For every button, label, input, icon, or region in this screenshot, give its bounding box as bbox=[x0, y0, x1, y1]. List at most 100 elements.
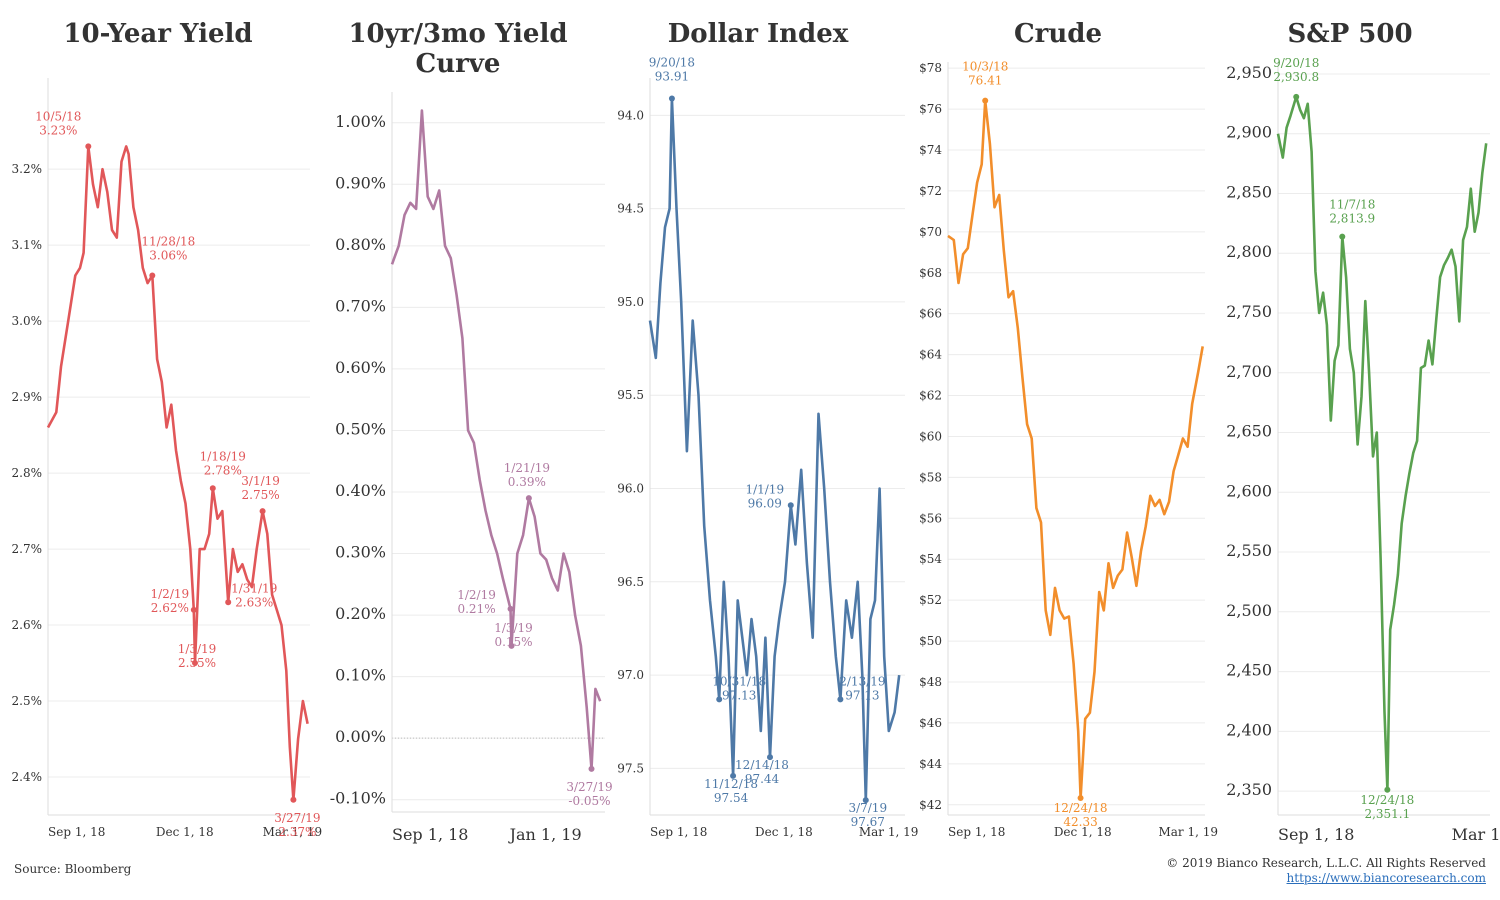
annotation-value: 2.62% bbox=[151, 601, 189, 615]
y-tick-label: $56 bbox=[919, 511, 942, 525]
y-tick-label: $78 bbox=[919, 61, 942, 75]
annotation-date: 12/24/18 bbox=[1054, 801, 1108, 815]
panel-4: Crude $42 $44 $46 $48 $50 $52 $54 $56 $58 $60 $62 $6… bbox=[919, 19, 1218, 839]
y-tick-label: $42 bbox=[919, 798, 942, 812]
y-tick-label: 0.80% bbox=[335, 235, 386, 254]
y-tick-label: 0.30% bbox=[335, 543, 386, 562]
x-tick-label: Mar 1, 19 bbox=[1452, 825, 1500, 844]
x-tick-label: Mar 1, 19 bbox=[263, 825, 323, 839]
annotation-dot bbox=[862, 797, 869, 804]
y-tick-label: $54 bbox=[919, 552, 942, 566]
annotation-date: 1/2/19 bbox=[151, 587, 190, 601]
y-tick-label: $76 bbox=[919, 102, 942, 116]
x-tick-label: Mar 1, 19 bbox=[859, 825, 919, 839]
y-tick-label: 2.7% bbox=[12, 542, 43, 556]
annotation-dot bbox=[1384, 786, 1391, 793]
annotation-dot bbox=[209, 485, 216, 492]
x-tick-label: Dec 1, 18 bbox=[755, 825, 813, 839]
annotation-date: 1/3/19 bbox=[178, 642, 217, 656]
y-tick-label: $46 bbox=[919, 716, 942, 730]
x-tick-label: Sep 1, 18 bbox=[48, 825, 105, 839]
y-tick-label: 94.5 bbox=[617, 202, 644, 216]
annotation-date: 1/21/19 bbox=[504, 461, 550, 475]
y-tick-label: 97.5 bbox=[617, 761, 644, 775]
annotation-date: 1/18/19 bbox=[200, 449, 246, 463]
annotation-date: 3/1/19 bbox=[241, 474, 280, 488]
annotation-dot bbox=[1077, 795, 1084, 802]
annotation-value: 76.41 bbox=[968, 74, 1002, 88]
y-tick-label: $48 bbox=[919, 675, 942, 689]
annotation-date: 9/20/18 bbox=[1273, 56, 1319, 70]
x-tick-label: Sep 1, 18 bbox=[650, 825, 707, 839]
y-tick-label: 0.20% bbox=[335, 604, 386, 623]
y-tick-label: $44 bbox=[919, 757, 942, 771]
y-tick-label: 0.60% bbox=[335, 358, 386, 377]
annotation-dot bbox=[837, 696, 844, 703]
annotation-value: 2.55% bbox=[178, 656, 216, 670]
y-tick-label: 2.6% bbox=[12, 618, 43, 632]
x-tick-label: Mar 1, 19 bbox=[1158, 825, 1218, 839]
annotation-value: 97.44 bbox=[745, 772, 780, 786]
annotation-dot bbox=[290, 796, 297, 803]
y-tick-label: 0.00% bbox=[335, 727, 386, 746]
annotation-date: 10/3/18 bbox=[962, 60, 1008, 74]
annotation-date: 3/27/19 bbox=[566, 780, 612, 794]
y-tick-label: $58 bbox=[919, 470, 942, 484]
y-tick-label: 2,650 bbox=[1226, 422, 1272, 441]
annotation-date: 11/7/18 bbox=[1329, 198, 1375, 212]
annotation-dot bbox=[85, 143, 92, 150]
annotation-date: 3/27/19 bbox=[274, 811, 320, 825]
y-tick-label: 2,950 bbox=[1226, 63, 1272, 82]
y-tick-label: $52 bbox=[919, 593, 942, 607]
y-tick-label: 2,450 bbox=[1226, 661, 1272, 680]
annotation-value: 97.54 bbox=[714, 791, 749, 805]
annotation-value: 0.39% bbox=[508, 475, 546, 489]
y-tick-label: 3.2% bbox=[12, 162, 43, 176]
y-tick-label: 2.5% bbox=[12, 694, 43, 708]
chart-title: Dollar Index bbox=[668, 19, 849, 49]
series-line bbox=[390, 109, 602, 771]
series-line bbox=[947, 99, 1204, 800]
y-tick-label: 95.5 bbox=[617, 388, 644, 402]
chart-title: Curve bbox=[416, 49, 501, 79]
y-tick-label: $50 bbox=[919, 634, 942, 648]
y-tick-label: 2,900 bbox=[1226, 123, 1272, 142]
x-tick-label: Jan 1, 19 bbox=[508, 825, 582, 844]
annotation-value: 0.21% bbox=[457, 602, 495, 616]
x-tick-label: Sep 1, 18 bbox=[392, 825, 468, 844]
y-tick-label: 2,350 bbox=[1226, 780, 1272, 799]
y-tick-label: 2,400 bbox=[1226, 720, 1272, 739]
y-tick-label: 2,700 bbox=[1226, 362, 1272, 381]
annotation-dot bbox=[1293, 93, 1300, 100]
annotation-date: 1/3/19 bbox=[494, 621, 533, 635]
annotation-value: 2.37% bbox=[278, 825, 316, 839]
annotation-date: 9/20/18 bbox=[649, 56, 695, 70]
annotation-dot bbox=[190, 606, 197, 613]
annotation-date: 10/31/18 bbox=[712, 674, 766, 688]
annotation-dot bbox=[767, 754, 773, 761]
annotation-dot bbox=[1339, 233, 1346, 240]
annotation-date: 11/12/18 bbox=[704, 777, 758, 791]
y-tick-label: 97.0 bbox=[617, 668, 644, 682]
annotation-value: 2.75% bbox=[242, 488, 280, 502]
annotation-value: 2,930.8 bbox=[1273, 70, 1319, 84]
y-tick-label: 1.00% bbox=[335, 112, 386, 131]
y-tick-label: 3.1% bbox=[12, 238, 43, 252]
y-tick-label: 2,750 bbox=[1226, 302, 1272, 321]
annotation-date: 1/2/19 bbox=[457, 588, 496, 602]
panel-3: Dollar Index 94.0 94.5 95.0 95.5 96.0 96.5 97.0… bbox=[617, 19, 918, 839]
annotation-dot bbox=[149, 272, 156, 279]
website-link[interactable]: https://www.biancoresearch.com bbox=[1286, 871, 1486, 885]
annotation-value: -0.05% bbox=[568, 794, 610, 808]
chart-title: Crude bbox=[1014, 19, 1102, 49]
copyright-text: © 2019 Bianco Research, L.L.C. All Right… bbox=[1166, 856, 1486, 870]
y-tick-label: $62 bbox=[919, 389, 942, 403]
y-tick-label: 95.0 bbox=[617, 295, 644, 309]
annotation-value: 96.09 bbox=[748, 496, 782, 510]
annotation-date: 3/7/19 bbox=[848, 801, 887, 815]
y-tick-label: 0.10% bbox=[335, 666, 386, 685]
annotation-value: 2.78% bbox=[204, 463, 242, 477]
y-tick-label: $72 bbox=[919, 184, 942, 198]
y-tick-label: $70 bbox=[919, 225, 942, 239]
